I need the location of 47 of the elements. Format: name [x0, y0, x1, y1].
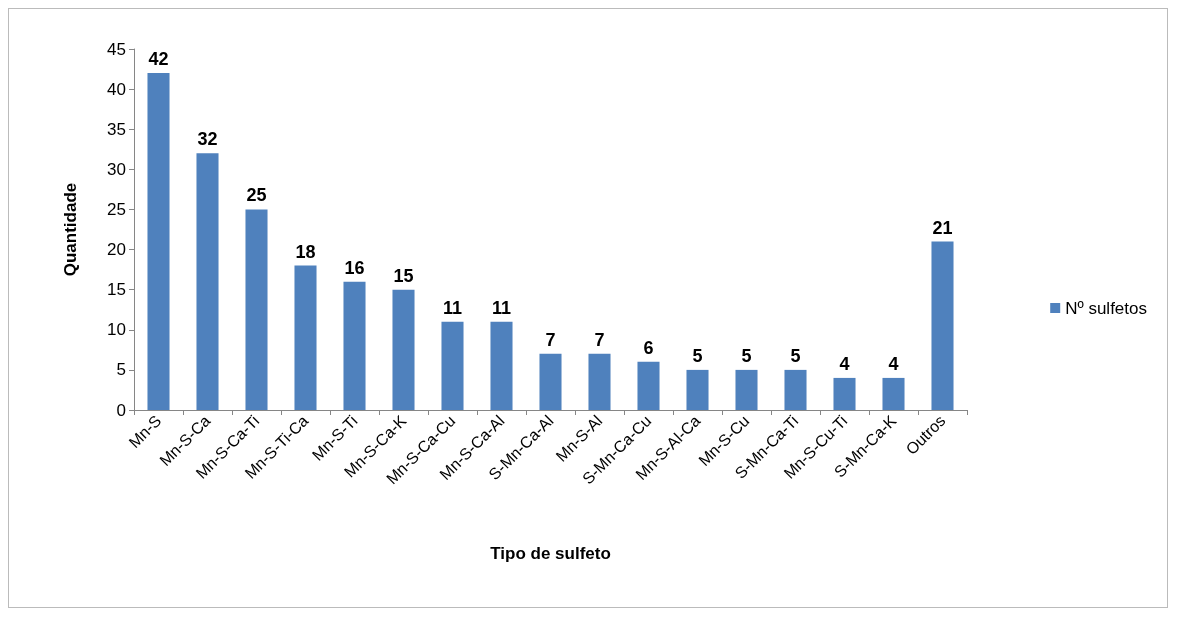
y-tick-label: 15 [107, 280, 126, 300]
bar [196, 153, 219, 410]
data-label: 15 [393, 265, 414, 286]
data-label: 6 [643, 337, 654, 358]
bar [245, 209, 268, 410]
y-axis-title: Quantidade [61, 182, 80, 277]
data-label: 7 [594, 329, 605, 350]
bar [392, 289, 415, 410]
bar [490, 321, 513, 410]
y-tick-label: 5 [116, 360, 126, 380]
data-label: 4 [888, 353, 899, 374]
bar [294, 265, 317, 410]
data-label: 5 [692, 345, 703, 366]
bar [637, 361, 660, 410]
data-label: 11 [442, 297, 463, 318]
data-label: 18 [295, 241, 316, 262]
data-label: 16 [344, 257, 365, 278]
bar [147, 73, 170, 410]
bar [784, 369, 807, 410]
bar [441, 321, 464, 410]
data-label: 25 [246, 185, 267, 206]
data-label: 4 [839, 353, 850, 374]
legend-label: Nº sulfetos [1065, 298, 1147, 318]
data-label: 5 [741, 345, 752, 366]
y-tick-label: 0 [116, 400, 126, 420]
data-label: 21 [932, 217, 953, 238]
bar [931, 241, 954, 410]
y-tick-label: 20 [107, 240, 126, 260]
bar [833, 377, 856, 410]
bar [882, 377, 905, 410]
y-tick-label: 25 [107, 199, 126, 219]
y-tick-label: 35 [107, 119, 126, 139]
data-label: 5 [790, 345, 801, 366]
data-label: 42 [148, 49, 169, 70]
bar [588, 353, 611, 410]
x-axis-title: Tipo de sulfeto [490, 544, 611, 563]
y-tick-label: 30 [107, 159, 126, 179]
bar [343, 281, 366, 410]
y-tick-label: 40 [107, 79, 126, 99]
bar [686, 369, 709, 410]
y-tick-label: 10 [107, 320, 126, 340]
bar [735, 369, 758, 410]
data-label: 11 [491, 297, 512, 318]
data-label: 32 [197, 129, 218, 150]
data-label: 7 [545, 329, 556, 350]
bar [539, 353, 562, 410]
y-tick-label: 45 [107, 39, 126, 59]
